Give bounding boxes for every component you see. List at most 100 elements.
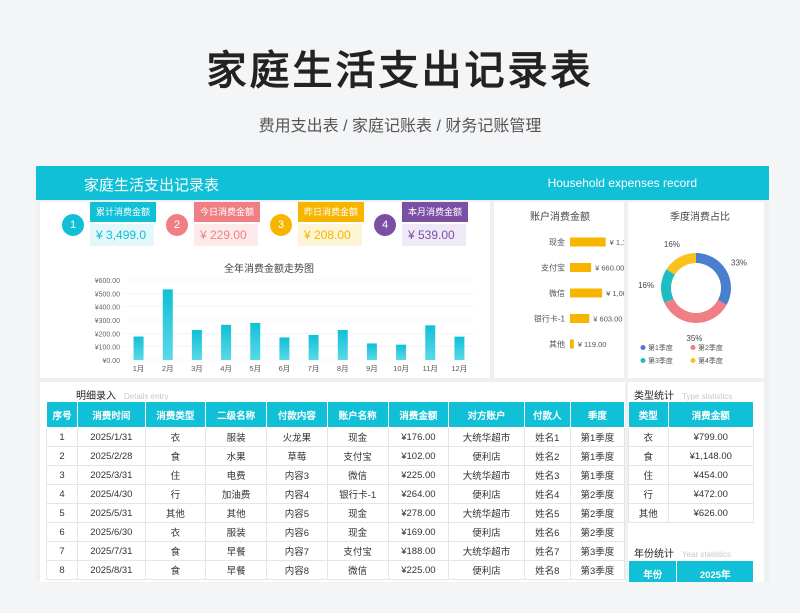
table-row[interactable]: 4 2025/4/30 行加油费 内容4 银行卡-1 ¥264.00 便利店 姓名4 第2季度 (45, 484, 626, 504)
table-cell[interactable]: 服装 (205, 427, 268, 447)
table-row[interactable]: 8 2025/8/31 食早餐 内容8 微信 ¥225.00 便利店 姓名8 第3季度 (45, 560, 626, 580)
table-cell[interactable]: 第3季度 (569, 560, 626, 580)
table-cell[interactable]: 食 (144, 541, 207, 561)
table-cell[interactable]: 2 (45, 446, 79, 466)
table-cell[interactable]: 大统华超市 (448, 427, 525, 447)
table-cell[interactable]: 银行卡-1 (326, 484, 389, 504)
table-cell[interactable]: ¥176.00 (387, 427, 450, 447)
table-row[interactable]: 5 2025/5/31 其他 其他 内容5 现金 ¥278.00 大统华超市 姓名5 第2季度 (45, 503, 626, 523)
table-cell[interactable]: 住 (628, 465, 669, 485)
table-cell[interactable]: 2025/2/28 (77, 446, 146, 466)
table-cell[interactable]: ¥102.00 (387, 446, 450, 466)
table-cell[interactable]: 微信 (326, 560, 389, 580)
table-cell[interactable]: 支付宝 (326, 446, 389, 466)
table-cell[interactable]: 第3季度 (569, 541, 626, 561)
table-cell[interactable]: ¥225.00 (387, 465, 450, 485)
table-cell[interactable]: 姓名5 (523, 503, 571, 523)
table-cell[interactable]: 6 (45, 522, 79, 542)
table-cell[interactable]: 大统华超市 (448, 541, 525, 561)
table-cell[interactable]: ¥472.00 (667, 484, 755, 504)
table-cell[interactable]: 姓名6 (523, 522, 571, 542)
table-cell[interactable]: 姓名3 (523, 465, 571, 485)
table-cell[interactable]: 草莓 (266, 446, 328, 466)
table-cell[interactable]: 现金 (326, 427, 389, 447)
table-row[interactable]: 7 2025/7/31 食早餐 内容7 支付宝 ¥188.00 大统华超市 姓名7 第3季度 (45, 541, 626, 561)
table-cell[interactable]: 微信 (326, 465, 389, 485)
table-cell[interactable]: 姓名8 (523, 560, 571, 580)
table-cell[interactable]: ¥169.00 (387, 522, 450, 542)
table-cell[interactable]: 早餐 (205, 541, 268, 561)
table-cell[interactable]: 衣 (144, 522, 207, 542)
table-cell[interactable]: ¥264.00 (387, 484, 450, 504)
table-cell[interactable]: 行 (628, 484, 669, 504)
table-cell[interactable]: ¥278.00 (387, 503, 450, 523)
table-cell[interactable]: 其他 (205, 503, 268, 523)
table-cell[interactable]: 1 (45, 427, 79, 447)
table-cell[interactable]: ¥626.00 (667, 503, 755, 523)
table-cell[interactable]: 火龙果 (266, 427, 328, 447)
table-cell[interactable]: 内容5 (266, 503, 328, 523)
table-cell[interactable]: 2025/6/30 (77, 522, 146, 542)
table-cell[interactable]: 第2季度 (569, 522, 626, 542)
table-cell[interactable]: 衣 (628, 427, 669, 447)
table-cell[interactable]: 姓名2 (523, 446, 571, 466)
table-cell[interactable]: 便利店 (448, 484, 525, 504)
table-cell[interactable]: 姓名7 (523, 541, 571, 561)
table-cell[interactable]: 第2季度 (569, 503, 626, 523)
table-cell[interactable]: 5 (45, 503, 79, 523)
table-row[interactable]: 其他 ¥626.00 (628, 503, 755, 523)
table-cell[interactable]: 2025/4/30 (77, 484, 146, 504)
table-cell[interactable]: 第2季度 (569, 484, 626, 504)
table-cell[interactable]: 内容8 (266, 560, 328, 580)
table-cell[interactable]: 2025/5/31 (77, 503, 146, 523)
table-cell[interactable]: 大统华超市 (448, 465, 525, 485)
table-row[interactable]: 行 ¥472.00 (628, 484, 755, 504)
table-row[interactable]: 6 2025/6/30 衣服装 内容6 现金 ¥169.00 便利店 姓名6 第2季度 (45, 522, 626, 542)
table-cell[interactable]: 内容3 (266, 465, 328, 485)
table-cell[interactable]: 内容7 (266, 541, 328, 561)
table-cell[interactable]: 第1季度 (569, 446, 626, 466)
table-cell[interactable]: 住 (144, 465, 207, 485)
table-cell[interactable]: 食 (628, 446, 669, 466)
table-cell[interactable]: 2025/7/31 (77, 541, 146, 561)
table-cell[interactable]: 2025/8/31 (77, 560, 146, 580)
table-cell[interactable]: 大统华超市 (448, 503, 525, 523)
table-row[interactable]: 3 2025/3/31 住电费 内容3 微信 ¥225.00 大统华超市 姓名3 第1季度 (45, 465, 626, 485)
table-cell[interactable]: 服装 (205, 522, 268, 542)
table-cell[interactable]: 2025/3/31 (77, 465, 146, 485)
table-cell[interactable]: ¥225.00 (387, 560, 450, 580)
table-cell[interactable]: 8 (45, 560, 79, 580)
table-cell[interactable]: 内容4 (266, 484, 328, 504)
table-cell[interactable]: 姓名4 (523, 484, 571, 504)
table-cell[interactable]: 衣 (144, 427, 207, 447)
table-cell[interactable]: 食 (144, 446, 207, 466)
table-cell[interactable]: 现金 (326, 503, 389, 523)
table-cell[interactable]: 便利店 (448, 446, 525, 466)
table-cell[interactable]: 其他 (144, 503, 207, 523)
table-cell[interactable]: 内容6 (266, 522, 328, 542)
table-cell[interactable]: 食 (144, 560, 207, 580)
table-cell[interactable]: 行 (144, 484, 207, 504)
table-cell[interactable]: 3 (45, 465, 79, 485)
table-cell[interactable]: 4 (45, 484, 79, 504)
table-cell[interactable]: 水果 (205, 446, 268, 466)
table-row[interactable]: 住 ¥454.00 (628, 465, 755, 485)
table-cell[interactable]: 支付宝 (326, 541, 389, 561)
table-cell[interactable]: 现金 (326, 522, 389, 542)
table-cell[interactable]: 2025/1/31 (77, 427, 146, 447)
table-row[interactable]: 食 ¥1,148.00 (628, 446, 755, 466)
table-cell[interactable]: 电费 (205, 465, 268, 485)
table-cell[interactable]: 加油费 (205, 484, 268, 504)
table-cell[interactable]: 第1季度 (569, 465, 626, 485)
table-cell[interactable]: 便利店 (448, 560, 525, 580)
table-cell[interactable]: ¥799.00 (667, 427, 755, 447)
table-row[interactable]: 1 2025/1/31 衣服装 火龙果 现金 ¥176.00 大统华超市 姓名1 第1季度 (45, 427, 626, 447)
table-cell[interactable]: 姓名1 (523, 427, 571, 447)
table-cell[interactable]: ¥188.00 (387, 541, 450, 561)
table-cell[interactable]: 第1季度 (569, 427, 626, 447)
table-cell[interactable]: 其他 (628, 503, 669, 523)
table-row[interactable]: 2 2025/2/28 食水果 草莓 支付宝 ¥102.00 便利店 姓名2 第1季度 (45, 446, 626, 466)
table-cell[interactable]: ¥1,148.00 (667, 446, 755, 466)
table-cell[interactable]: 7 (45, 541, 79, 561)
table-cell[interactable]: 便利店 (448, 522, 525, 542)
